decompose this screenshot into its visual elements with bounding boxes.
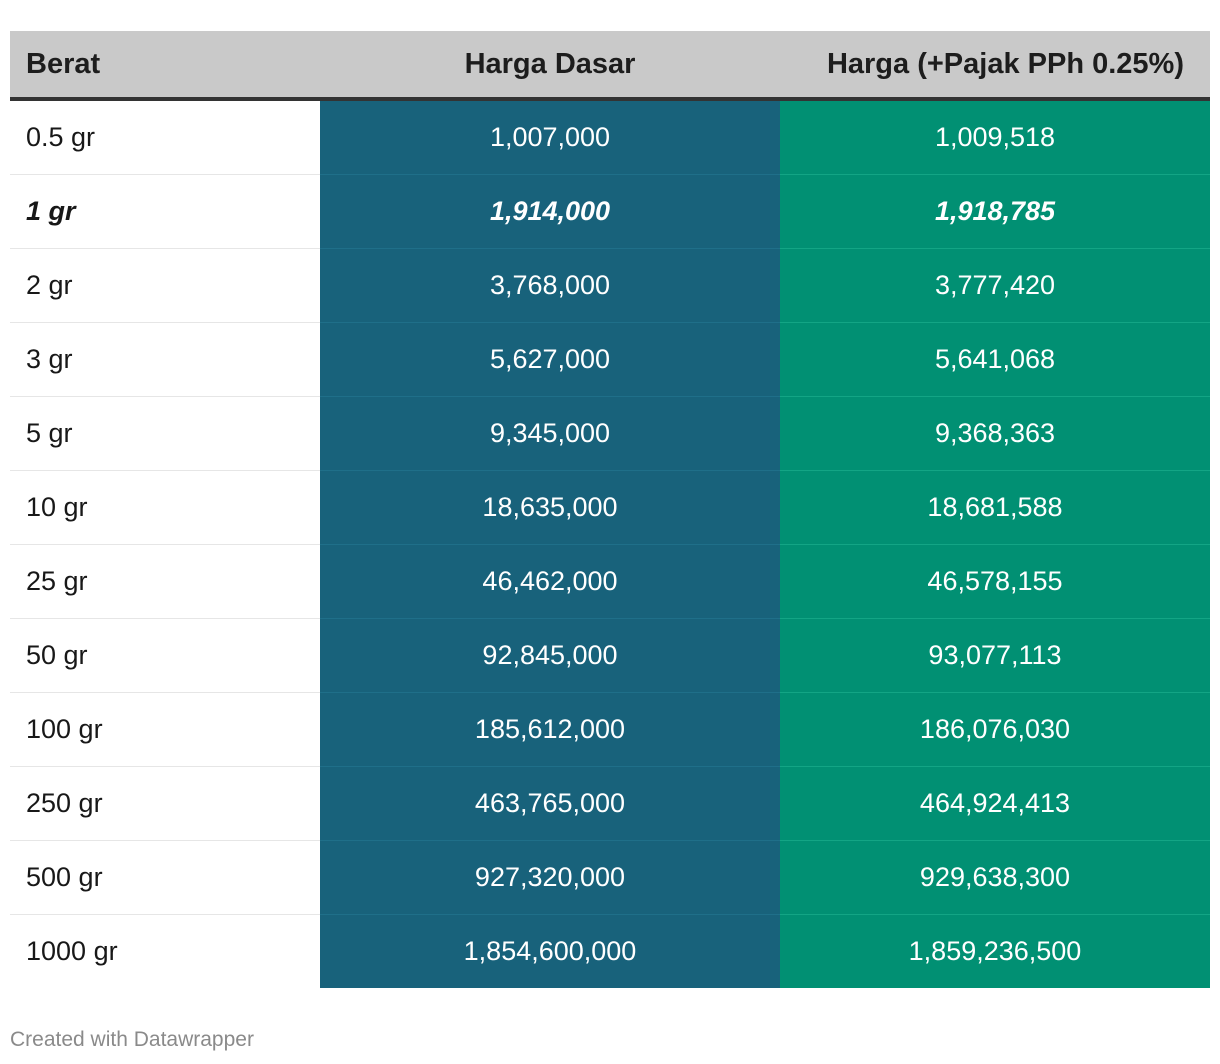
cell-harga-pajak: 464,924,413 (780, 766, 1210, 841)
cell-berat: 1 gr (10, 174, 320, 249)
table-row: 1000 gr 1,854,600,000 1,859,236,500 (10, 914, 1210, 988)
cell-harga-dasar: 463,765,000 (320, 766, 780, 841)
cell-berat: 2 gr (10, 248, 320, 323)
cell-harga-dasar: 92,845,000 (320, 618, 780, 693)
cell-harga-pajak: 46,578,155 (780, 544, 1210, 619)
cell-berat: 5 gr (10, 396, 320, 471)
cell-harga-dasar: 3,768,000 (320, 248, 780, 323)
cell-berat: 250 gr (10, 766, 320, 841)
column-header-berat[interactable]: Berat (10, 31, 320, 101)
table-header: Berat Harga Dasar Harga (+Pajak PPh 0.25… (10, 31, 1210, 101)
cell-berat: 10 gr (10, 470, 320, 545)
cell-harga-pajak: 5,641,068 (780, 322, 1210, 397)
cell-berat: 1000 gr (26, 936, 118, 966)
cell-harga-dasar: 1,007,000 (320, 99, 780, 175)
cell-harga-pajak: 1,859,236,500 (780, 914, 1210, 988)
table-row: 25 gr 46,462,000 46,578,155 (10, 544, 1210, 619)
table-row: 0.5 gr 1,007,000 1,009,518 (10, 99, 1210, 175)
table-row: 3 gr 5,627,000 5,641,068 (10, 322, 1210, 397)
cell-harga-pajak: 3,777,420 (780, 248, 1210, 323)
table-body: 0.5 gr 1,007,000 1,009,518 1 gr 1,914,000 1,9… (10, 99, 1210, 988)
cell-berat: 50 gr (10, 618, 320, 693)
cell-harga-pajak: 93,077,113 (780, 618, 1210, 693)
cell-berat: 3 gr (10, 322, 320, 397)
table-row: 50 gr 92,845,000 93,077,113 (10, 618, 1210, 693)
cell-harga-pajak: 1,009,518 (780, 99, 1210, 175)
cell-berat: 500 gr (10, 840, 320, 915)
cell-harga-dasar: 46,462,000 (320, 544, 780, 619)
cell-harga-dasar: 1,854,600,000 (320, 914, 780, 988)
table-row: 2 gr 3,768,000 3,777,420 (10, 248, 1210, 323)
cell-harga-pajak: 186,076,030 (780, 692, 1210, 767)
table-row: 100 gr 185,612,000 186,076,030 (10, 692, 1210, 767)
column-header-harga-pajak[interactable]: Harga (+Pajak PPh 0.25%) (780, 31, 1210, 101)
header-row: Berat Harga Dasar Harga (+Pajak PPh 0.25… (10, 31, 1210, 101)
price-table-container: Berat Harga Dasar Harga (+Pajak PPh 0.25… (10, 31, 1210, 988)
cell-harga-dasar: 185,612,000 (320, 692, 780, 767)
cell-harga-pajak: 9,368,363 (780, 396, 1210, 471)
table-row: 250 gr 463,765,000 464,924,413 (10, 766, 1210, 841)
cell-harga-dasar: 9,345,000 (320, 396, 780, 471)
table-row: 500 gr 927,320,000 929,638,300 (10, 840, 1210, 915)
cell-harga-dasar: 18,635,000 (320, 470, 780, 545)
attribution-footer: Created with Datawrapper (10, 1028, 254, 1051)
cell-harga-dasar: 927,320,000 (320, 840, 780, 915)
gold-price-table: Berat Harga Dasar Harga (+Pajak PPh 0.25… (10, 31, 1210, 988)
table-row: 10 gr 18,635,000 18,681,588 (10, 470, 1210, 545)
table-row: 5 gr 9,345,000 9,368,363 (10, 396, 1210, 471)
cell-berat: 0.5 gr (10, 99, 320, 175)
cell-harga-pajak: 929,638,300 (780, 840, 1210, 915)
cell-harga-dasar: 5,627,000 (320, 322, 780, 397)
cell-berat: 25 gr (10, 544, 320, 619)
table-row: 1 gr 1,914,000 1,918,785 (10, 174, 1210, 249)
cell-harga-pajak: 1,918,785 (780, 174, 1210, 249)
cell-harga-dasar: 1,914,000 (320, 174, 780, 249)
cell-berat: 100 gr (10, 692, 320, 767)
cell-harga-pajak: 18,681,588 (780, 470, 1210, 545)
column-header-harga-dasar[interactable]: Harga Dasar (320, 31, 780, 101)
